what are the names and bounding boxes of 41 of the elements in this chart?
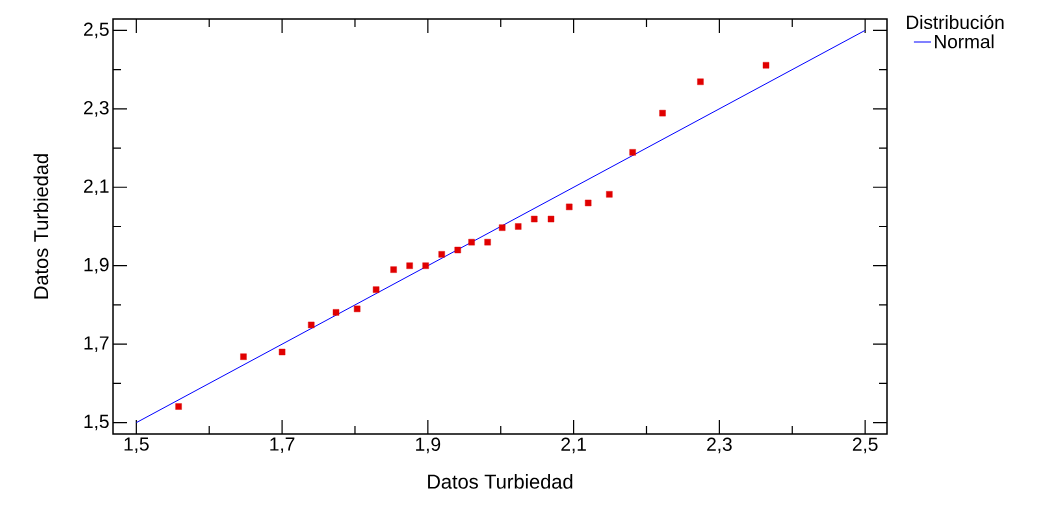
legend-label: Normal (935, 34, 994, 49)
point (308, 321, 315, 329)
y-tick-label: 2,3 (84, 100, 109, 117)
y-tick-label: 1,7 (84, 336, 109, 352)
point (390, 266, 397, 273)
y-tick-label: 1,9 (84, 257, 109, 274)
x-tick-label: 1,5 (124, 437, 149, 454)
x-tick-label: 2,5 (852, 437, 878, 454)
point (547, 215, 555, 223)
point (629, 149, 636, 156)
point (762, 62, 770, 69)
x-tick-label: 1,9 (416, 437, 441, 454)
legend-title: Distribución (907, 14, 1004, 30)
point (515, 223, 522, 230)
y-tick-label: 2,5 (84, 22, 109, 39)
y-tick-label: 1,5 (84, 414, 109, 431)
point (278, 348, 286, 356)
point (697, 78, 704, 85)
point (438, 251, 445, 258)
point (353, 305, 361, 313)
x-tick-label: 2,3 (707, 437, 732, 454)
point (498, 224, 506, 231)
point (659, 109, 666, 117)
point (531, 215, 538, 223)
point (468, 238, 475, 246)
point (422, 262, 429, 269)
point (406, 262, 413, 269)
y-axis-title: Datos Turbiedad (33, 154, 49, 299)
point (454, 246, 461, 254)
x-tick-label: 2,1 (561, 437, 586, 454)
point (240, 353, 247, 360)
point (584, 199, 592, 207)
point (332, 309, 340, 316)
point (606, 191, 613, 198)
x-tick-label: 1,7 (270, 437, 295, 454)
point (372, 286, 380, 293)
point (175, 403, 182, 410)
x-axis-title: Datos Turbiedad (428, 474, 573, 489)
point (484, 238, 491, 246)
y-tick-label: 2,1 (84, 179, 109, 196)
point (566, 203, 573, 211)
